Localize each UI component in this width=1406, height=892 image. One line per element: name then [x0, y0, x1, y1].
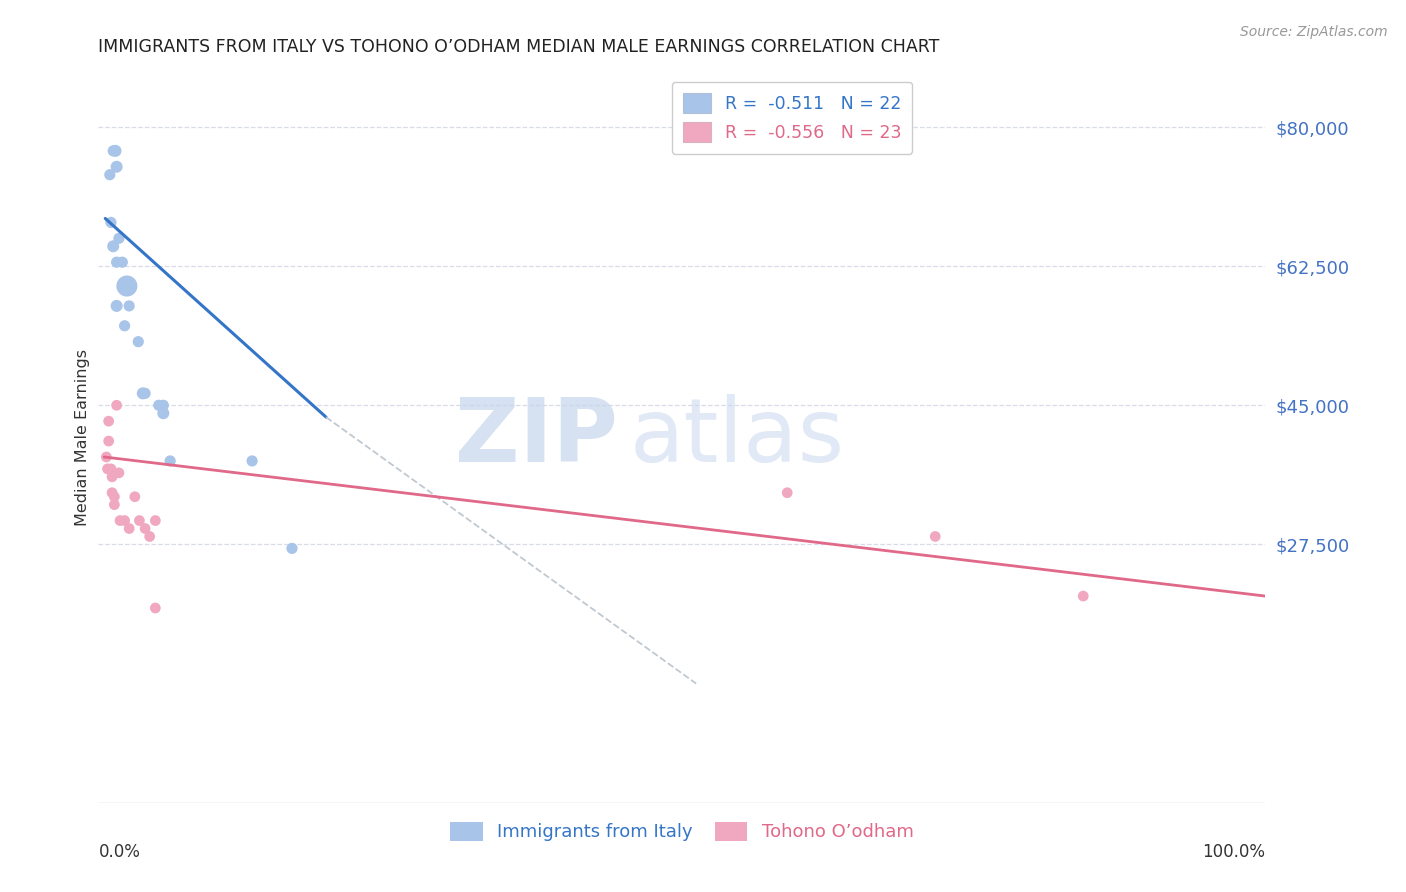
Point [103, 239, 125, 253]
Point [104, 144, 127, 158]
Point [134, 386, 156, 401]
Point [132, 386, 155, 401]
Point [118, 521, 141, 535]
Text: 0.0%: 0.0% [98, 843, 141, 861]
Y-axis label: Median Male Earnings: Median Male Earnings [75, 349, 90, 525]
Point [240, 454, 263, 468]
Point [108, 514, 131, 528]
Point [924, 529, 946, 543]
Point [105, 160, 128, 174]
Point [108, 466, 131, 480]
Text: ZIP: ZIP [456, 393, 617, 481]
Point [105, 299, 128, 313]
Text: Source: ZipAtlas.com: Source: ZipAtlas.com [1240, 25, 1388, 39]
Point [124, 490, 146, 504]
Point [152, 406, 174, 420]
Point [143, 514, 166, 528]
Point [108, 231, 131, 245]
Point [114, 318, 136, 333]
Point [148, 398, 170, 412]
Point [100, 462, 122, 476]
Point [114, 514, 136, 528]
Text: IMMIGRANTS FROM ITALY VS TOHONO O’ODHAM MEDIAN MALE EARNINGS CORRELATION CHART: IMMIGRANTS FROM ITALY VS TOHONO O’ODHAM … [98, 38, 939, 56]
Text: atlas: atlas [630, 393, 845, 481]
Point [98, 168, 121, 182]
Point [100, 215, 122, 229]
Point [96, 450, 118, 464]
Point [118, 299, 141, 313]
Point [111, 255, 134, 269]
Point [101, 485, 124, 500]
Text: 100.0%: 100.0% [1202, 843, 1265, 861]
Point [96, 462, 118, 476]
Point [1071, 589, 1094, 603]
Point [105, 398, 128, 412]
Point [103, 498, 125, 512]
Point [152, 398, 174, 412]
Point [776, 485, 799, 500]
Point [103, 144, 125, 158]
Point [159, 454, 181, 468]
Point [103, 490, 125, 504]
Point [138, 529, 160, 543]
Point [97, 434, 120, 448]
Point [128, 514, 150, 528]
Legend: Immigrants from Italy, Tohono O’odham: Immigrants from Italy, Tohono O’odham [443, 814, 921, 848]
Point [134, 521, 156, 535]
Point [105, 255, 128, 269]
Point [143, 601, 166, 615]
Point [127, 334, 149, 349]
Point [281, 541, 304, 556]
Point [97, 414, 120, 428]
Point [101, 470, 124, 484]
Point [115, 279, 138, 293]
